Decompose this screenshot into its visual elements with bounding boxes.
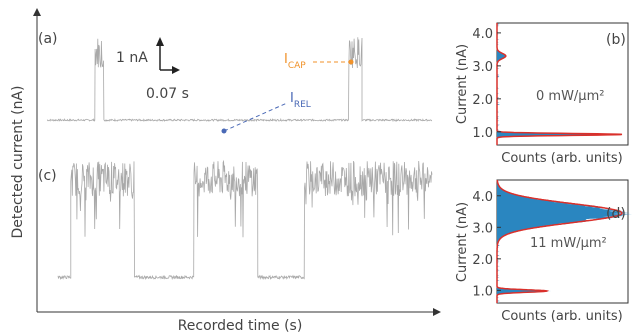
xlabel-d: Counts (arb. units) <box>501 309 622 324</box>
panel-label-a: (a) <box>38 31 58 47</box>
scale-time-label: 0.07 s <box>146 86 189 102</box>
y-tick-label: 2.0 <box>472 93 493 108</box>
ticks-b: 1.0 2.0 3.0 4.0 <box>472 27 501 141</box>
left-xlabel: Recorded time (s) <box>178 318 303 334</box>
y-tick-label: 1.0 <box>472 126 493 141</box>
i-rel-annotation: IREL <box>221 91 311 134</box>
left-axes <box>33 8 441 316</box>
panel-label-b: (b) <box>606 32 626 48</box>
i-cap-label: ICAP <box>284 52 306 71</box>
panel-b: 1.0 2.0 3.0 4.0 (b) 0 mW/μm² Current (nA) C… <box>455 22 629 166</box>
i-cap-annotation: ICAP <box>284 52 354 71</box>
annotation-b: 0 mW/μm² <box>536 89 604 104</box>
panel-d: 1.02.03.04.0 (d) 11 mW/μm² Current (nA) … <box>455 179 633 324</box>
y-tick-label: 3.0 <box>472 60 493 75</box>
i-rel-label: IREL <box>290 91 311 110</box>
ylabel-d: Current (nA) <box>455 202 470 282</box>
fit-curve-d <box>496 180 623 303</box>
y-tick-label: 2.0 <box>472 253 493 268</box>
left-ylabel: Detected current (nA) <box>10 86 26 239</box>
trace-a <box>46 37 433 123</box>
xlabel-b: Counts (arb. units) <box>501 151 622 166</box>
y-tick-label: 1.0 <box>472 284 493 299</box>
y-tick-label: 4.0 <box>472 27 493 42</box>
y-tick-label: 3.0 <box>472 221 493 236</box>
histogram-d <box>497 180 633 303</box>
scale-bar <box>156 37 180 74</box>
ticks-d: 1.0 2.0 3.0 4.0 <box>472 190 501 299</box>
panel-label-d: (d) <box>606 206 626 222</box>
ylabel-b: Current (nA) <box>455 44 470 124</box>
scale-current-label: 1 nA <box>116 50 148 66</box>
panel-label-c: (c) <box>38 168 57 184</box>
histogram-b <box>497 23 622 145</box>
fit-curve-b <box>496 23 623 145</box>
trace-c <box>57 159 433 281</box>
y-tick-label: 4.0 <box>472 190 493 205</box>
annotation-d: 11 mW/μm² <box>530 236 607 251</box>
